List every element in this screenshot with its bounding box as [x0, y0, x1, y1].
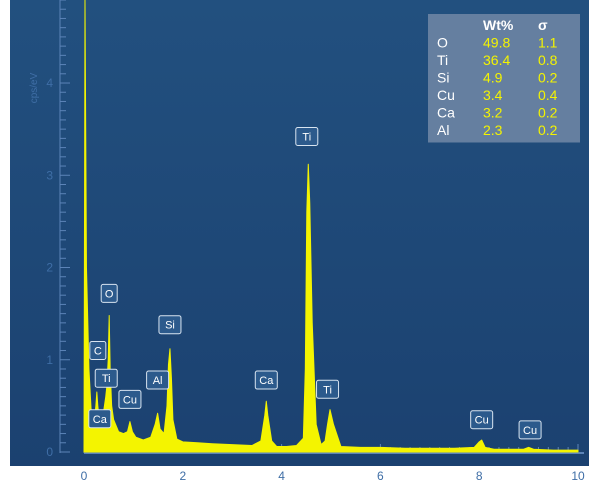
peak-label-text: Cu [475, 415, 489, 427]
table-value: 3.4 [483, 87, 503, 103]
x-tick-label: 0 [81, 469, 88, 483]
y-tick-label: 3 [46, 168, 53, 182]
composition-table: Wt% σ O 49.8 1.1 Ti 36.4 0.8 Si 4.9 0.2 Cu 3.4 0.4 Ca 3… [428, 14, 580, 143]
x-tick-label: 10 [571, 469, 585, 483]
peak-label-box [100, 283, 118, 303]
peak-label-al: Al [146, 370, 170, 390]
peak-label-text: Si [165, 320, 175, 332]
table-value: 2.3 [483, 122, 503, 138]
table-value: 49.8 [483, 35, 510, 51]
table-background [428, 14, 580, 143]
peak-label-ti: Ti [295, 127, 319, 147]
table-value: 3.2 [483, 105, 503, 121]
peak-label-cu: Cu [470, 410, 494, 430]
y-axis-title: cps/eV [29, 72, 40, 103]
table-element: Ca [437, 105, 455, 121]
table-element: Al [437, 122, 449, 138]
peak-label-box [88, 409, 112, 429]
table-element: Si [437, 70, 449, 86]
peak-label-box [118, 389, 142, 409]
table-value: 0.8 [538, 52, 558, 68]
peak-label-box [470, 410, 494, 430]
peak-label-box [146, 370, 170, 390]
table-value: 36.4 [483, 52, 510, 68]
peak-label-text: Ti [323, 384, 332, 396]
x-tick-label: 6 [377, 469, 384, 483]
table-header: Wt% [483, 17, 514, 33]
table-value: 0.2 [538, 122, 558, 138]
table-header: σ [538, 17, 548, 33]
peak-label-text: Ca [93, 414, 108, 426]
x-tick-label: 4 [278, 469, 285, 483]
peak-label-text: Ti [302, 132, 311, 144]
peak-label-ca: Ca [88, 409, 112, 429]
peak-label-o: O [100, 283, 118, 303]
peak-label-box [158, 315, 182, 335]
peak-label-text: Cu [123, 394, 137, 406]
peak-label-text: Ca [259, 375, 274, 387]
table-value: 0.2 [538, 70, 558, 86]
y-tick-label: 2 [46, 261, 53, 275]
x-tick-label: 8 [476, 469, 483, 483]
peak-label-box [89, 341, 107, 361]
peak-label-si: Si [158, 315, 182, 335]
tick-labels: 0 2 4 6 8 10 0 1 2 3 4 [46, 76, 585, 483]
peak-label-text: C [94, 346, 102, 358]
peak-label-text: O [105, 288, 114, 300]
peak-label-box [254, 370, 278, 390]
peak-label-ti: Ti [316, 379, 340, 399]
table-element: Ti [437, 52, 448, 68]
peak-label-box [295, 127, 319, 147]
peak-label-box [94, 368, 118, 388]
peak-label-ti: Ti [94, 368, 118, 388]
table-element: O [437, 35, 448, 51]
table-value: 1.1 [538, 35, 558, 51]
peak-label-box [316, 379, 340, 399]
peak-label-cu: Cu [118, 389, 142, 409]
peak-label-box [518, 420, 542, 440]
peak-label-text: Cu [523, 425, 537, 437]
table-element: Cu [437, 87, 455, 103]
table-value: 0.4 [538, 87, 558, 103]
y-tick-label: 1 [46, 353, 53, 367]
peak-label-cu: Cu [518, 420, 542, 440]
peak-label-ca: Ca [254, 370, 278, 390]
table-value: 0.2 [538, 105, 558, 121]
y-tick-label: 4 [46, 76, 53, 90]
y-tick-label: 0 [46, 445, 53, 459]
peak-label-text: Al [153, 375, 163, 387]
table-value: 4.9 [483, 70, 503, 86]
peak-label-text: Ti [102, 373, 111, 385]
x-tick-label: 2 [179, 469, 186, 483]
peak-labels: C O Ti Ca Cu Al Si Ca Ti Ti Cu Cu [88, 127, 542, 440]
peak-label-c: C [89, 341, 107, 361]
